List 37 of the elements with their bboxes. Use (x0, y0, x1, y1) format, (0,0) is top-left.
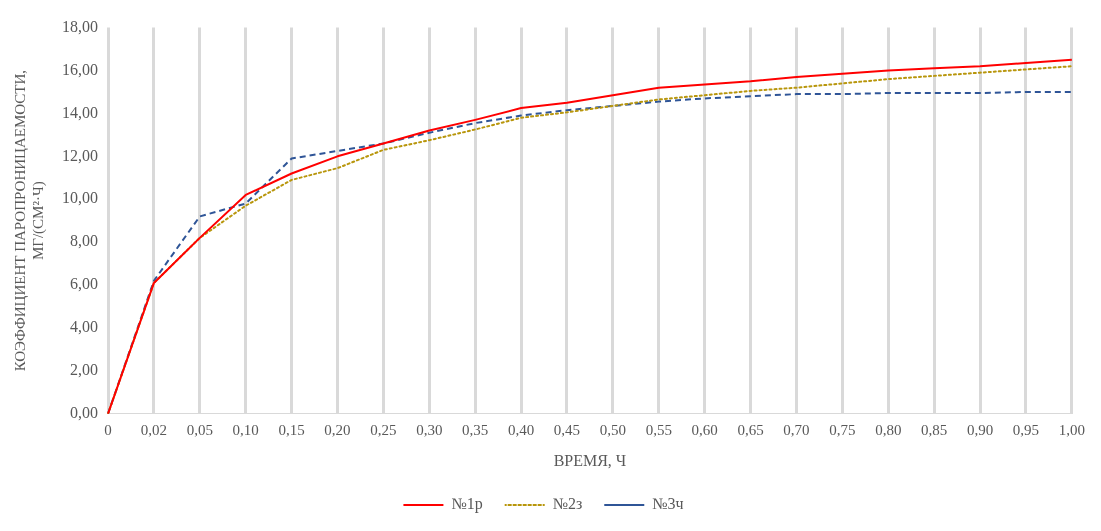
x-tick-label: 0,80 (875, 421, 902, 438)
y-tick-label: 14,00 (62, 103, 98, 121)
x-tick-label: 0,25 (370, 421, 397, 438)
y-tick-label: 12,00 (62, 146, 98, 164)
x-tick-label: 0,40 (507, 421, 535, 438)
x-tick-label: 0,10 (232, 421, 259, 438)
x-axis-title: ВРЕМЯ, Ч (553, 451, 627, 469)
x-tick-label: 0,70 (783, 421, 810, 438)
x-tick-label: 0,85 (921, 421, 948, 438)
x-tick-label: 0,15 (278, 421, 305, 438)
x-tick-label: 0,55 (645, 421, 672, 438)
x-tick-label: 0,95 (1012, 421, 1040, 438)
legend-label: №3ч (652, 495, 684, 513)
x-tick-label: 0,45 (553, 421, 581, 438)
y-tick-label: 2,00 (70, 361, 98, 379)
y-tick-label: 0,00 (70, 404, 98, 421)
legend-label: №1р (451, 495, 483, 514)
x-tick-label: 1,00 (1058, 421, 1085, 438)
x-tick-label: 0 (104, 421, 112, 438)
y-axis-title: КОЭФФИЦИЕНТ ПАРОПРОНИЦАЕМОСТИ, МГ/(СМ²·Ч) (11, 70, 47, 372)
x-tick-label: 0,60 (691, 421, 718, 438)
y-tick-label: 6,00 (70, 275, 98, 293)
y-tick-label: 4,00 (70, 318, 98, 336)
x-tick-label: 0,75 (829, 421, 856, 438)
x-tick-label: 0,05 (186, 421, 213, 438)
x-tick-label: 0,50 (599, 421, 627, 438)
y-tick-label: 8,00 (70, 232, 98, 250)
legend-label: №2з (552, 495, 583, 513)
y-tick-label: 16,00 (62, 60, 98, 78)
y-tick-label: 10,00 (62, 189, 98, 207)
x-tick-label: 0,35 (462, 421, 489, 438)
y-tick-label: 18,00 (62, 17, 98, 35)
x-tick-label: 0,20 (324, 421, 351, 438)
x-tick-label: 0,02 (140, 421, 168, 438)
x-tick-label: 0,30 (416, 421, 443, 438)
x-tick-label: 0,65 (737, 421, 764, 438)
x-tick-label: 0,90 (966, 421, 994, 438)
